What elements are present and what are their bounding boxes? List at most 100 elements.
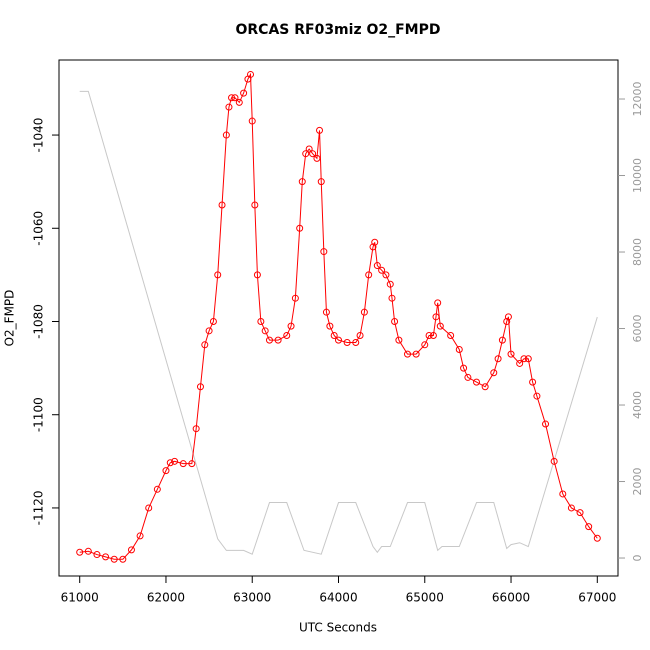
data-point — [434, 299, 442, 307]
data-point — [460, 364, 468, 372]
data-point — [371, 238, 379, 246]
y2-tick-label: 6000 — [631, 315, 644, 343]
data-point — [533, 392, 541, 400]
data-point — [251, 201, 259, 209]
data-point — [201, 341, 209, 349]
data-point — [231, 94, 239, 102]
x-tick-label: 63000 — [233, 591, 271, 605]
data-point — [287, 322, 295, 330]
data-point — [373, 262, 381, 270]
data-point — [369, 243, 377, 251]
data-point — [516, 359, 524, 367]
data-point — [305, 145, 313, 153]
data-point — [119, 555, 127, 563]
x-tick-label: 62000 — [147, 591, 185, 605]
x-axis-label: UTC Seconds — [299, 621, 377, 635]
data-point — [378, 266, 386, 274]
plot-frame — [58, 59, 619, 577]
data-point — [322, 308, 330, 316]
data-point — [313, 154, 321, 162]
data-point — [550, 457, 558, 465]
y-tick-label: -1080 — [32, 304, 46, 339]
data-point — [296, 224, 304, 232]
data-point — [447, 331, 455, 339]
data-point — [507, 350, 515, 358]
data-point — [225, 103, 233, 111]
y2-tick-label: 2000 — [631, 468, 644, 496]
data-point — [291, 294, 299, 302]
data-point — [386, 280, 394, 288]
data-point — [265, 336, 273, 344]
data-point — [335, 336, 342, 344]
data-point — [429, 331, 437, 339]
data-point — [567, 504, 575, 512]
data-point — [425, 331, 433, 339]
data-point — [360, 308, 368, 316]
y2-tick-label: 12000 — [631, 82, 644, 117]
data-point — [320, 248, 328, 256]
data-point — [490, 369, 498, 377]
data-point — [391, 317, 399, 325]
y-tick-label: -1100 — [32, 397, 46, 432]
data-point — [298, 178, 306, 186]
data-point — [93, 551, 101, 559]
y2-tick-label: 0 — [631, 555, 644, 562]
data-point — [240, 89, 248, 97]
data-point — [222, 131, 230, 139]
data-point — [503, 317, 511, 325]
data-point — [196, 383, 204, 391]
y-tick-label: -1120 — [32, 491, 46, 526]
data-point — [261, 327, 269, 335]
data-point — [214, 271, 222, 279]
y-tick-label: -1060 — [32, 211, 46, 246]
data-point — [316, 126, 324, 134]
data-point — [388, 294, 396, 302]
data-point — [404, 350, 412, 358]
data-point — [432, 313, 440, 321]
data-point — [166, 459, 174, 467]
chart-title: ORCAS RF03miz O2_FMPD — [235, 22, 440, 38]
data-point — [145, 504, 153, 512]
data-point — [274, 336, 282, 344]
data-point — [330, 331, 338, 339]
data-point — [218, 201, 226, 209]
data-point — [179, 460, 187, 468]
data-point — [153, 485, 161, 493]
data-point — [464, 373, 472, 381]
data-point — [498, 336, 506, 344]
data-point — [110, 555, 118, 563]
data-point — [473, 378, 481, 386]
y-axis-label: O2_FMPD — [3, 290, 17, 347]
data-point — [127, 546, 135, 554]
data-point — [76, 548, 84, 556]
data-point — [205, 327, 213, 335]
x-tick-label: 67000 — [578, 591, 616, 605]
data-point — [504, 313, 512, 321]
x-tick-label: 64000 — [319, 591, 357, 605]
y2-tick-label: 10000 — [631, 158, 644, 193]
data-point — [494, 355, 502, 363]
data-point — [356, 331, 364, 339]
x-tick-label: 66000 — [492, 591, 530, 605]
series-line — [79, 72, 598, 560]
data-point — [283, 331, 291, 339]
data-point — [257, 317, 265, 325]
data-point — [520, 355, 528, 363]
y2-tick-label: 4000 — [631, 391, 644, 419]
x-tick-label: 65000 — [406, 591, 444, 605]
y2-tick-label: 8000 — [631, 238, 644, 266]
data-point — [524, 355, 532, 363]
data-point — [576, 509, 584, 517]
data-point — [542, 420, 550, 428]
data-point — [228, 94, 236, 102]
data-point — [253, 271, 261, 279]
data-point — [171, 457, 179, 465]
data-point — [421, 341, 429, 349]
data-point — [436, 322, 444, 330]
x-tick-label: 61000 — [61, 591, 99, 605]
data-point — [365, 271, 373, 279]
data-point — [529, 378, 537, 386]
data-point — [162, 467, 170, 475]
data-point — [326, 322, 334, 330]
